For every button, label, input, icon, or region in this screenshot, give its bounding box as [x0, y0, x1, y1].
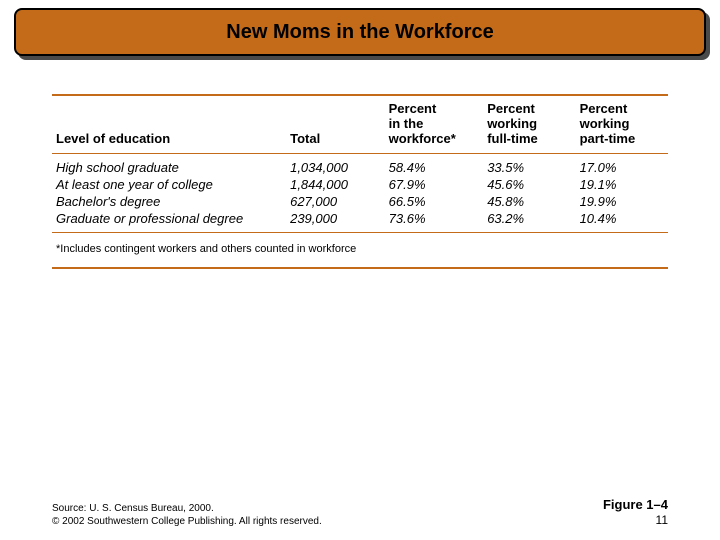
table-cell: 73.6% [385, 210, 484, 233]
table-cell: 33.5% [483, 153, 575, 176]
col-header: Level of education [52, 95, 286, 153]
table-cell: At least one year of college [52, 176, 286, 193]
table-cell: 239,000 [286, 210, 385, 233]
page-title: New Moms in the Workforce [226, 21, 493, 44]
table-cell: 66.5% [385, 193, 484, 210]
table-cell: 1,844,000 [286, 176, 385, 193]
table-cell: 627,000 [286, 193, 385, 210]
col-header: Total [286, 95, 385, 153]
table-footnote: *Includes contingent workers and others … [52, 232, 668, 268]
table-cell: 19.1% [576, 176, 668, 193]
table-row: High school graduate1,034,00058.4%33.5%1… [52, 153, 668, 176]
figure-label: Figure 1–4 [603, 497, 668, 513]
figure-ref: Figure 1–4 11 [603, 497, 668, 528]
table-cell: 19.9% [576, 193, 668, 210]
table-cell: High school graduate [52, 153, 286, 176]
table-cell: 63.2% [483, 210, 575, 233]
col-header: Percent workingpart-time [576, 95, 668, 153]
table-header-row: Level of educationTotalPercentin thework… [52, 95, 668, 153]
table-cell: 1,034,000 [286, 153, 385, 176]
footnote-row: *Includes contingent workers and others … [52, 232, 668, 268]
table-row: Bachelor's degree627,00066.5%45.8%19.9% [52, 193, 668, 210]
source-line: Source: U. S. Census Bureau, 2000. [52, 503, 322, 516]
table-body: High school graduate1,034,00058.4%33.5%1… [52, 153, 668, 268]
table-cell: 10.4% [576, 210, 668, 233]
table-cell: 17.0% [576, 153, 668, 176]
page-number: 11 [603, 513, 668, 528]
col-header: Percentin theworkforce* [385, 95, 484, 153]
table-cell: 45.8% [483, 193, 575, 210]
table-row: Graduate or professional degree239,00073… [52, 210, 668, 233]
workforce-table: Level of educationTotalPercentin thework… [52, 94, 668, 269]
table-cell: Graduate or professional degree [52, 210, 286, 233]
title-bar: New Moms in the Workforce [14, 8, 706, 56]
table-cell: 45.6% [483, 176, 575, 193]
col-header: Percent workingfull-time [483, 95, 575, 153]
table-row: At least one year of college1,844,00067.… [52, 176, 668, 193]
title-panel: New Moms in the Workforce [14, 8, 706, 56]
table-cell: 67.9% [385, 176, 484, 193]
table-cell: 58.4% [385, 153, 484, 176]
footer: Source: U. S. Census Bureau, 2000. © 200… [52, 497, 668, 528]
copyright-line: © 2002 Southwestern College Publishing. … [52, 516, 322, 529]
credits: Source: U. S. Census Bureau, 2000. © 200… [52, 503, 322, 528]
data-table-container: Level of educationTotalPercentin thework… [52, 94, 668, 269]
table-cell: Bachelor's degree [52, 193, 286, 210]
